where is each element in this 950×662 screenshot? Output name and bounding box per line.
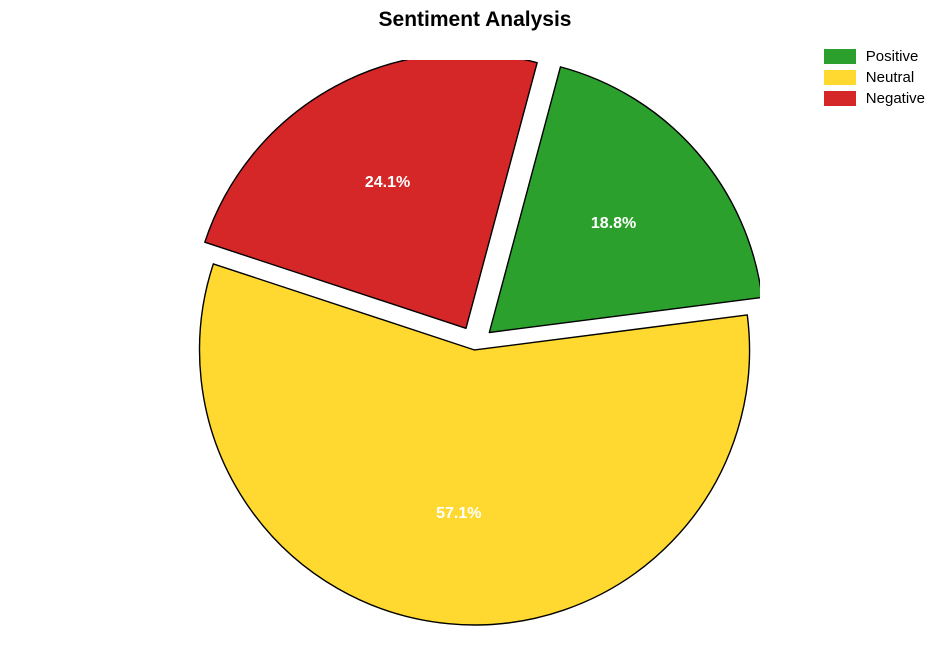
legend-swatch <box>824 70 856 85</box>
chart-title: Sentiment Analysis <box>0 8 950 32</box>
slice-label-negative: 24.1% <box>365 174 410 192</box>
legend-swatch <box>824 49 856 64</box>
legend-item-negative: Negative <box>824 90 925 107</box>
legend-item-positive: Positive <box>824 48 925 65</box>
legend-label: Positive <box>866 48 919 65</box>
pie-slice-neutral <box>200 264 750 625</box>
pie-slice-positive <box>489 67 760 333</box>
legend-item-neutral: Neutral <box>824 69 925 86</box>
legend: Positive Neutral Negative <box>824 48 925 111</box>
pie-chart <box>190 60 760 630</box>
legend-label: Negative <box>866 90 925 107</box>
legend-swatch <box>824 91 856 106</box>
legend-label: Neutral <box>866 69 914 86</box>
slice-label-neutral: 57.1% <box>436 505 481 523</box>
slice-label-positive: 18.8% <box>591 215 636 233</box>
